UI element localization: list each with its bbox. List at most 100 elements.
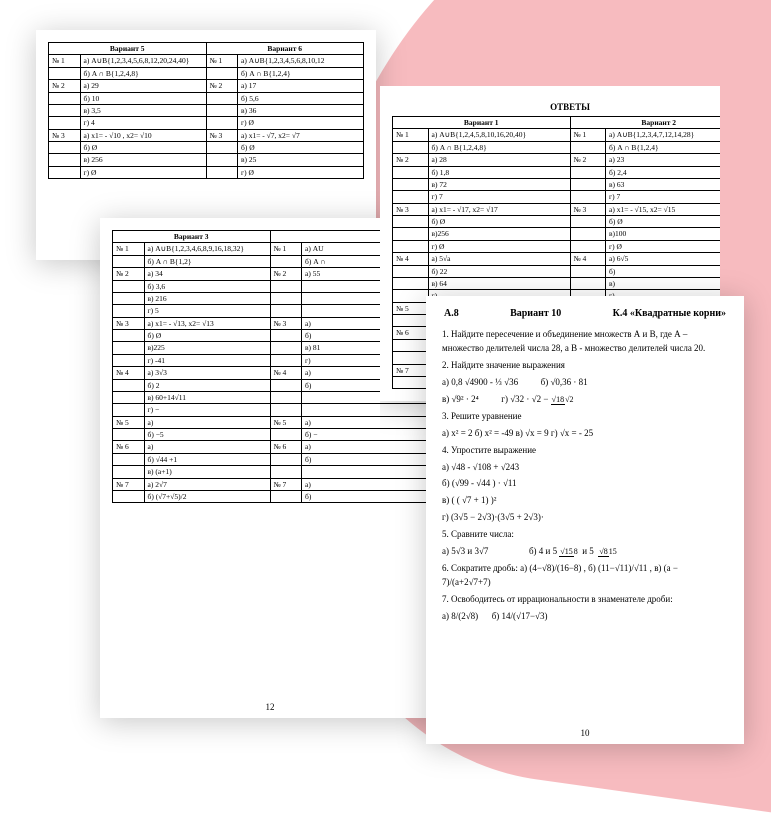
row-val-left: г) Ø bbox=[80, 166, 206, 178]
row-num-right bbox=[206, 117, 238, 129]
row-val-left: а) 34 bbox=[144, 268, 270, 280]
table-row: № 1а) A∪B{1,2,4,5,8,10,16,20,40}№ 1а) A∪… bbox=[393, 129, 721, 141]
row-val-left: в)256 bbox=[428, 228, 570, 240]
row-val-right: г) Ø bbox=[606, 240, 721, 252]
row-num-left: № 3 bbox=[49, 129, 81, 141]
table-row: № 3а) x1= - √17, x2= √17№ 3а) x1= - √15,… bbox=[393, 203, 721, 215]
table-row: в) 72в) 63 bbox=[393, 178, 721, 190]
row-num-right: № 7 bbox=[270, 478, 302, 490]
page-number-10: 10 bbox=[426, 728, 744, 738]
row-num-right bbox=[206, 142, 238, 154]
row-val-right: б) A ∩ B{1,2,4} bbox=[238, 67, 364, 79]
row-val-left: б) −5 bbox=[144, 429, 270, 441]
row-num-left bbox=[393, 191, 429, 203]
row-num-right: № 4 bbox=[270, 367, 302, 379]
row-val-left: в) (a+1) bbox=[144, 466, 270, 478]
row-val-left: б) Ø bbox=[144, 330, 270, 342]
row-num-right bbox=[270, 391, 302, 403]
row-num-left: № 3 bbox=[113, 317, 145, 329]
row-num-left: № 3 bbox=[393, 203, 429, 215]
row-num-right bbox=[570, 166, 606, 178]
problems-body: 1. Найдите пересечение и объединение мно… bbox=[438, 328, 732, 624]
page-variant10-problems: А.8 Вариант 10 К.4 «Квадратные корни» 1.… bbox=[426, 296, 744, 744]
row-num-left bbox=[49, 67, 81, 79]
row-num-left bbox=[113, 255, 145, 267]
q2: 2. Найдите значение выражения bbox=[442, 359, 728, 373]
row-num-right: № 6 bbox=[270, 441, 302, 453]
row-val-left: б) 10 bbox=[80, 92, 206, 104]
row-num-left bbox=[113, 404, 145, 416]
row-val-right: б) bbox=[606, 265, 721, 277]
variant6-header: Вариант 6 bbox=[206, 43, 364, 55]
table-row: б) Øб) Ø bbox=[49, 142, 364, 154]
row-val-right: а) x1= - √15, x2= √15 bbox=[606, 203, 721, 215]
row-val-left: г) 7 bbox=[428, 191, 570, 203]
table-row: № 2а) 28№ 2а) 23 bbox=[393, 154, 721, 166]
row-num-left bbox=[113, 330, 145, 342]
row-num-left bbox=[113, 280, 145, 292]
variant1-header: Вариант 1 bbox=[393, 117, 571, 129]
row-num-left bbox=[113, 354, 145, 366]
row-num-right bbox=[270, 255, 302, 267]
row-num-left bbox=[393, 216, 429, 228]
row-num-right bbox=[270, 292, 302, 304]
row-num-right bbox=[570, 191, 606, 203]
row-num-left bbox=[393, 240, 429, 252]
row-num-left bbox=[393, 178, 429, 190]
row-val-right: г) 7 bbox=[606, 191, 721, 203]
row-num-left bbox=[393, 339, 429, 351]
q5b: б) 4 и 5 bbox=[529, 546, 559, 556]
table-row: г) 7 г) 7 bbox=[393, 191, 721, 203]
row-val-right: г) Ø bbox=[238, 166, 364, 178]
table-row: б) 10б) 5,6 bbox=[49, 92, 364, 104]
table-row: б) 22 б) bbox=[393, 265, 721, 277]
row-val-left: б) 22 bbox=[428, 265, 570, 277]
row-num-right: № 1 bbox=[270, 243, 302, 255]
row-num-right: № 2 bbox=[570, 154, 606, 166]
row-num-left bbox=[113, 391, 145, 403]
frac-18-2: √18√2 bbox=[551, 396, 574, 404]
table-row: в)256в)100 bbox=[393, 228, 721, 240]
row-num-right bbox=[270, 429, 302, 441]
row-num-right: № 5 bbox=[270, 416, 302, 428]
row-num-left bbox=[113, 379, 145, 391]
table-row: № 4а) 5√a№ 4а) 6√5 bbox=[393, 253, 721, 265]
row-num-right: № 2 bbox=[270, 268, 302, 280]
row-num-left bbox=[393, 265, 429, 277]
row-num-right bbox=[570, 265, 606, 277]
row-val-left: г) Ø bbox=[428, 240, 570, 252]
row-num-left: № 2 bbox=[49, 80, 81, 92]
row-num-left: № 4 bbox=[393, 253, 429, 265]
table-row: б) Øб) Ø bbox=[393, 216, 721, 228]
row-val-left: б) √44 +1 bbox=[144, 453, 270, 465]
row-val-right: в) 25 bbox=[238, 154, 364, 166]
row-num-right bbox=[270, 342, 302, 354]
row-val-left: а) bbox=[144, 416, 270, 428]
row-num-right: № 1 bbox=[570, 129, 606, 141]
row-num-right bbox=[206, 104, 238, 116]
row-num-left: № 1 bbox=[113, 243, 145, 255]
q6: 6. Сократите дробь: bbox=[442, 563, 520, 573]
row-val-left: в) 256 bbox=[80, 154, 206, 166]
row-val-left: а) 29 bbox=[80, 80, 206, 92]
table-row: б) 1,8б) 2,4 bbox=[393, 166, 721, 178]
row-val-right: а) A∪B{1,2,3,4,7,12,14,28} bbox=[606, 129, 721, 141]
row-val-left: а) 3√3 bbox=[144, 367, 270, 379]
q2b: б) √0,36 · 81 bbox=[541, 377, 588, 387]
table-row: в) 256 в) 25 bbox=[49, 154, 364, 166]
page-number-12: 12 bbox=[100, 702, 440, 712]
row-num-left bbox=[49, 104, 81, 116]
table-row: г) Ø г) Ø bbox=[393, 240, 721, 252]
row-val-right: а) A∪B{1,2,3,4,5,6,8,10,12 bbox=[238, 55, 364, 67]
row-val-left: г) 4 bbox=[80, 117, 206, 129]
frac-15-8: √158 bbox=[559, 548, 577, 556]
row-val-left: а) A∪B{1,2,4,5,8,10,16,20,40} bbox=[428, 129, 570, 141]
row-val-left: в) 72 bbox=[428, 178, 570, 190]
row-num-right bbox=[206, 154, 238, 166]
q7b: б) 14/(√17−√3) bbox=[492, 611, 548, 621]
hdr-left: А.8 bbox=[444, 308, 459, 319]
row-num-left bbox=[113, 429, 145, 441]
row-num-left bbox=[393, 290, 429, 302]
row-num-right bbox=[270, 453, 302, 465]
row-num-right bbox=[570, 141, 606, 153]
